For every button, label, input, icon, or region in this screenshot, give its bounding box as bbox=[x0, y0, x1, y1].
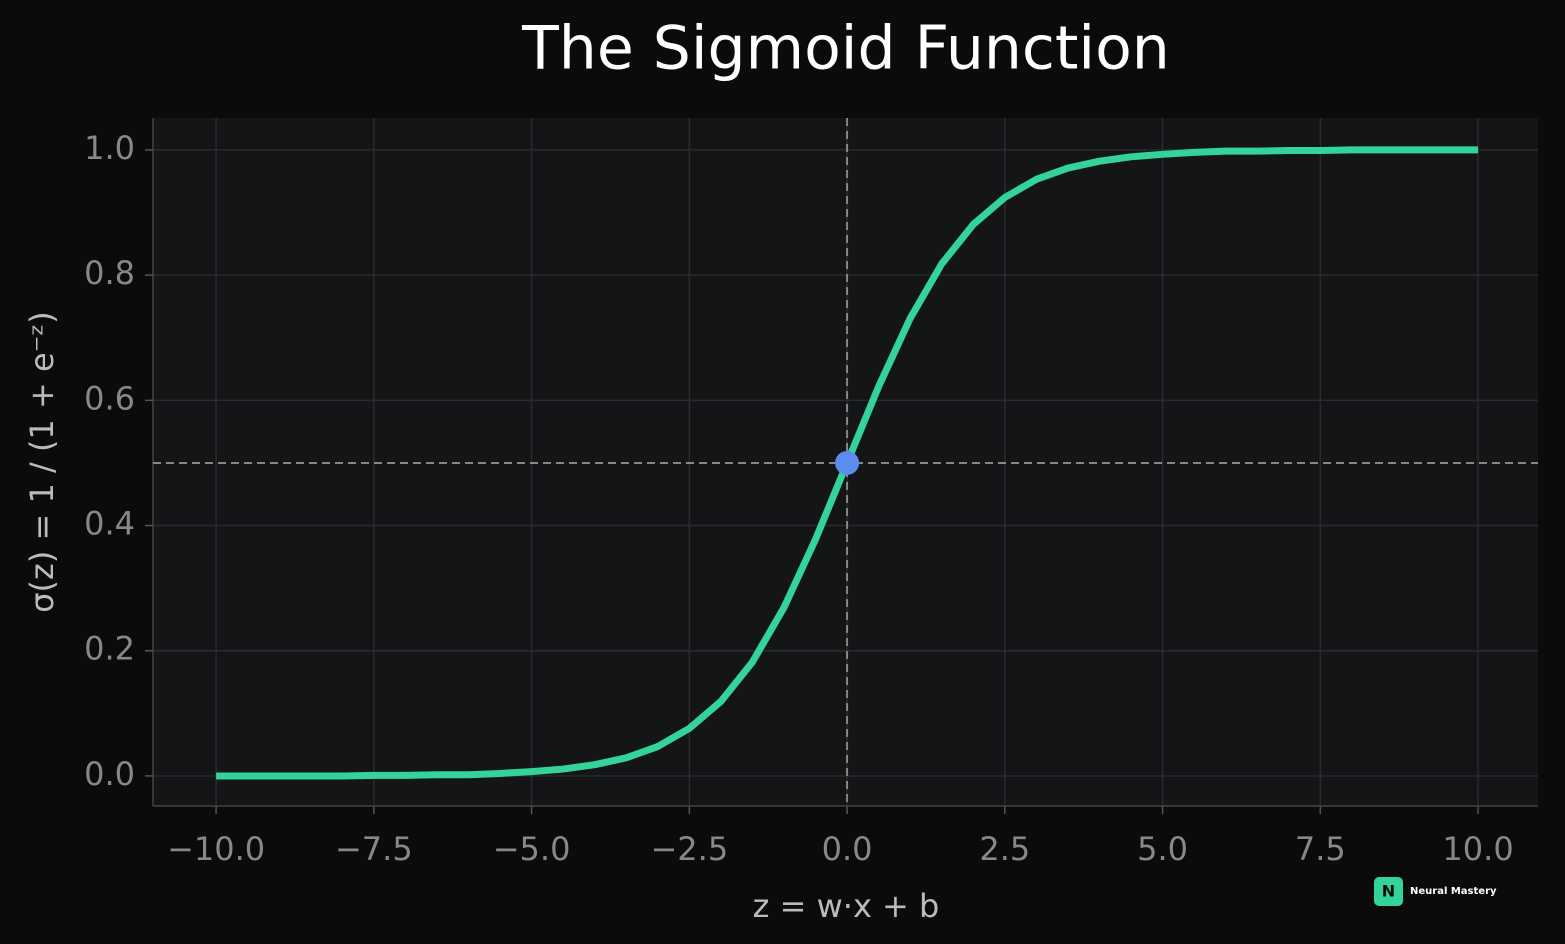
y-tick-label: 0.2 bbox=[84, 630, 135, 668]
y-tick-label: 0.6 bbox=[84, 379, 135, 417]
highlight-point bbox=[835, 450, 860, 475]
x-axis-label: z = w·x + b bbox=[753, 887, 940, 925]
x-tick-label: 10.0 bbox=[1442, 830, 1513, 868]
x-tick-label: 5.0 bbox=[1137, 830, 1188, 868]
x-tick-label: 7.5 bbox=[1295, 830, 1346, 868]
x-tick-label: 2.5 bbox=[979, 830, 1030, 868]
x-tick-label: −10.0 bbox=[167, 830, 265, 868]
logo-letter: N bbox=[1382, 882, 1395, 901]
x-tick-label: −7.5 bbox=[335, 830, 413, 868]
y-tick-label: 0.8 bbox=[84, 254, 135, 292]
y-tick-label: 1.0 bbox=[84, 129, 135, 167]
y-tick-label: 0.4 bbox=[84, 505, 135, 543]
x-tick-label: −2.5 bbox=[650, 830, 728, 868]
y-axis-label: σ(z) = 1 / (1 + e⁻ᶻ) bbox=[23, 311, 61, 612]
chart-title: The Sigmoid Function bbox=[521, 14, 1170, 84]
logo-text: Neural Mastery bbox=[1410, 886, 1497, 897]
y-tick-label: 0.0 bbox=[84, 755, 135, 793]
x-tick-label: −5.0 bbox=[493, 830, 571, 868]
logo-badge bbox=[1374, 877, 1403, 906]
x-tick-label: 0.0 bbox=[822, 830, 873, 868]
